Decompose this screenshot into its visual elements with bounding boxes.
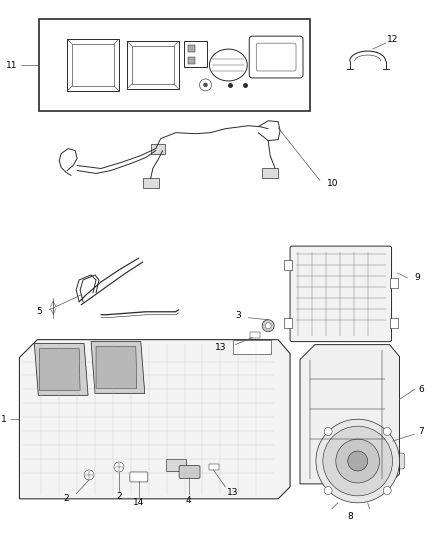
Polygon shape	[300, 345, 399, 484]
Bar	[284, 260, 292, 270]
Circle shape	[204, 83, 208, 87]
Text: 3: 3	[236, 311, 241, 320]
Text: 9: 9	[414, 273, 420, 282]
Bar	[187, 45, 194, 52]
Bar	[184, 41, 208, 67]
Circle shape	[316, 419, 399, 503]
Bar	[233, 340, 271, 353]
Circle shape	[265, 322, 271, 329]
Polygon shape	[91, 342, 145, 393]
Ellipse shape	[209, 49, 247, 81]
Circle shape	[324, 487, 332, 495]
Polygon shape	[72, 44, 114, 86]
Text: 13: 13	[226, 488, 238, 497]
Bar	[39, 19, 310, 111]
FancyBboxPatch shape	[256, 43, 296, 71]
Text: 1: 1	[1, 415, 7, 424]
Polygon shape	[127, 41, 179, 89]
Text: 2: 2	[64, 494, 69, 503]
Text: 8: 8	[348, 512, 353, 521]
Text: 5: 5	[36, 307, 42, 316]
Bar	[187, 57, 194, 64]
Text: 14: 14	[133, 498, 145, 507]
Bar	[262, 168, 278, 179]
FancyBboxPatch shape	[130, 472, 148, 482]
Bar	[151, 143, 165, 154]
FancyBboxPatch shape	[311, 453, 404, 469]
Bar	[209, 464, 219, 470]
Polygon shape	[67, 39, 119, 91]
Circle shape	[336, 439, 380, 483]
Circle shape	[323, 426, 392, 496]
Text: 6: 6	[419, 385, 424, 394]
FancyBboxPatch shape	[290, 246, 392, 342]
Bar	[389, 278, 398, 288]
Circle shape	[383, 487, 391, 495]
Text: 7: 7	[419, 427, 424, 435]
FancyBboxPatch shape	[179, 465, 200, 479]
Polygon shape	[19, 340, 290, 499]
Circle shape	[383, 427, 391, 435]
Bar	[284, 318, 292, 328]
Polygon shape	[34, 344, 88, 395]
Text: 11: 11	[6, 61, 17, 69]
Text: 2: 2	[116, 492, 122, 502]
Bar	[143, 179, 159, 188]
Circle shape	[262, 320, 274, 332]
Circle shape	[324, 427, 332, 435]
Bar	[166, 459, 186, 471]
Polygon shape	[39, 349, 80, 390]
Text: 10: 10	[327, 179, 339, 188]
Circle shape	[199, 79, 212, 91]
Circle shape	[348, 451, 367, 471]
FancyBboxPatch shape	[249, 36, 303, 78]
Text: 12: 12	[387, 35, 398, 44]
Bar	[389, 318, 398, 328]
Circle shape	[114, 462, 124, 472]
Text: 4: 4	[186, 496, 191, 505]
Polygon shape	[96, 346, 137, 389]
Bar	[250, 332, 260, 337]
Text: 13: 13	[215, 343, 226, 352]
Circle shape	[84, 470, 94, 480]
Polygon shape	[132, 46, 173, 84]
